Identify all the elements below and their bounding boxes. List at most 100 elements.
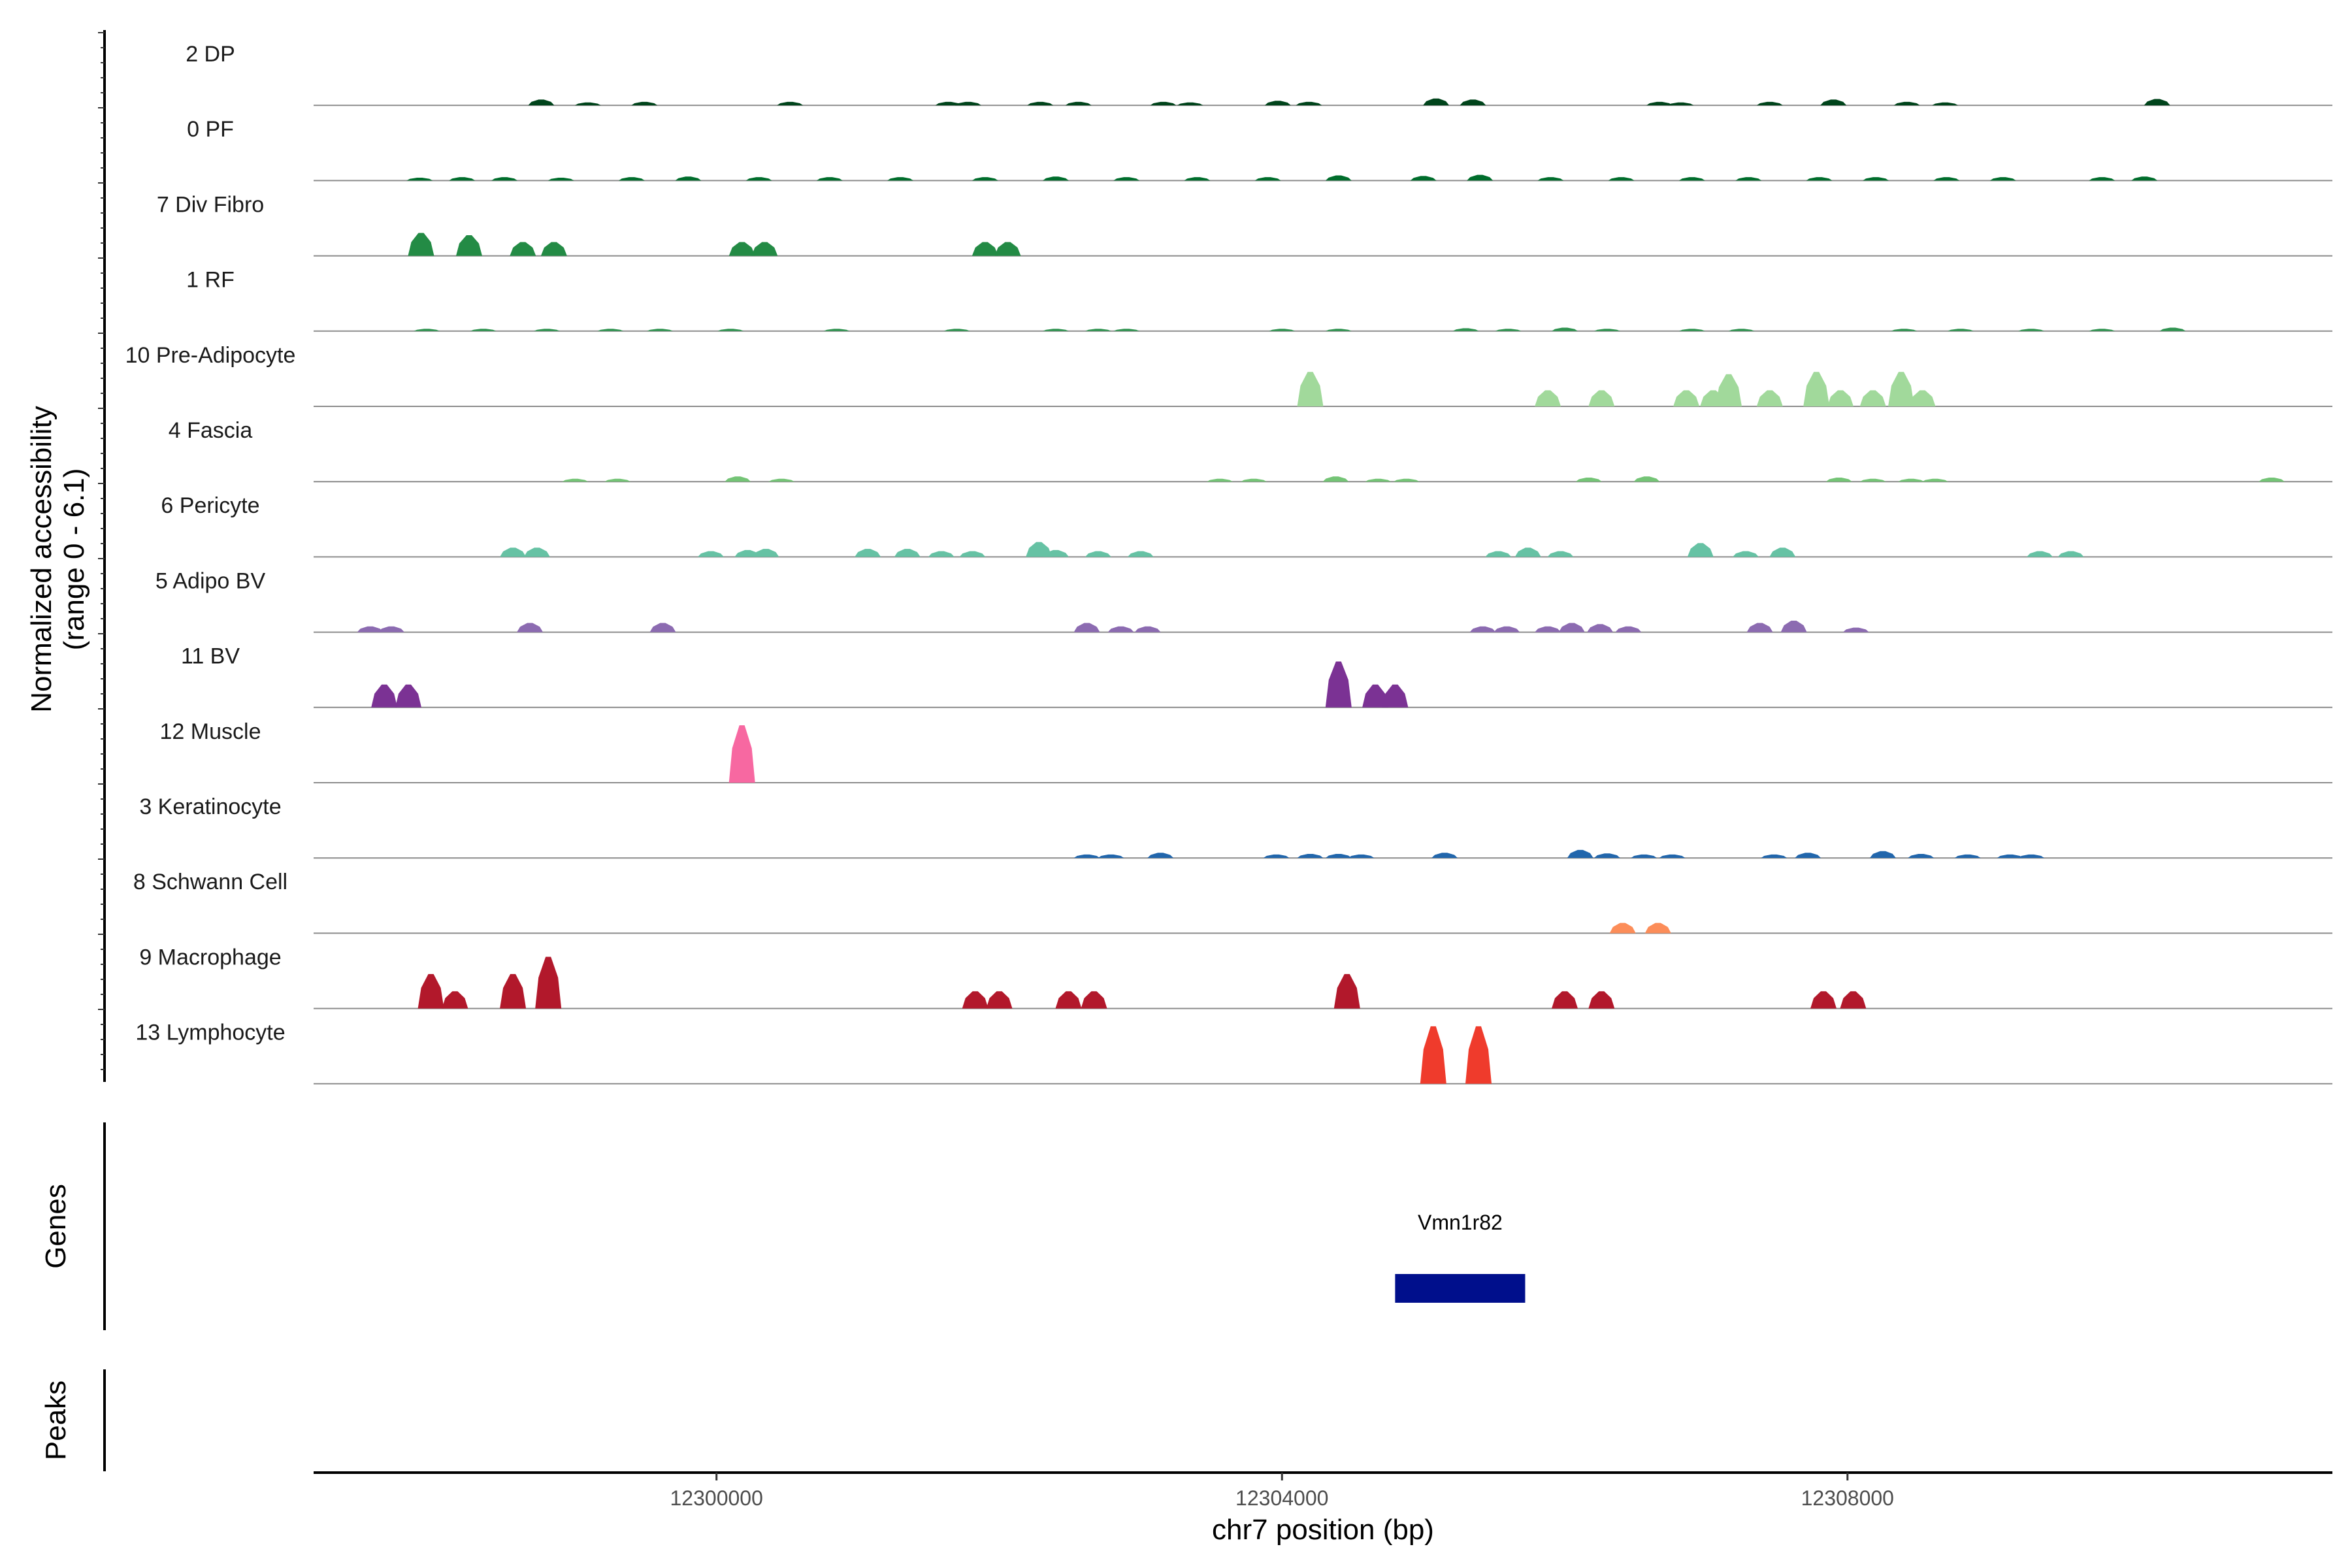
track-6-pericyte: 6 Pericyte (161, 493, 2332, 558)
track-7-div-fibro: 7 Div Fibro (157, 192, 2332, 257)
accessibility-peak (1027, 101, 1054, 106)
accessibility-peak (1467, 174, 1494, 181)
accessibility-peak (1297, 372, 1324, 406)
accessibility-peak (1673, 390, 1700, 406)
accessibility-peak (1420, 1026, 1446, 1084)
track-label: 9 Macrophage (139, 945, 281, 970)
accessibility-peak (547, 178, 574, 181)
accessibility-peak (1269, 329, 1296, 331)
accessibility-peak (972, 242, 998, 256)
accessibility-peak (647, 329, 674, 331)
accessibility-peak (562, 478, 589, 482)
accessibility-peak (728, 242, 755, 256)
accessibility-peak (1898, 478, 1925, 482)
accessibility-peak (1575, 478, 1602, 482)
accessibility-peak (1609, 923, 1636, 934)
accessibility-peak (618, 177, 645, 181)
accessibility-peak (1646, 101, 1673, 106)
accessibility-peak (1933, 177, 1960, 181)
accessibility-peak (597, 329, 624, 331)
accessibility-peak (1134, 626, 1161, 632)
accessibility-peak (955, 101, 981, 106)
accessibility-peak (1494, 626, 1520, 632)
accessibility-peak (406, 178, 433, 181)
accessibility-peak (994, 242, 1021, 256)
accessibility-peak (1547, 551, 1574, 557)
accessibility-peak (1687, 543, 1714, 557)
accessibility-peak (1325, 329, 1352, 331)
accessibility-peak (1393, 478, 1420, 482)
accessibility-peak (943, 329, 970, 331)
accessibility-peak (1631, 854, 1658, 858)
accessibility-peak (777, 101, 804, 106)
track-13-lymphocyte: 13 Lymphocyte (135, 1021, 2332, 1085)
accessibility-peak (1756, 390, 1783, 406)
accessibility-peak (823, 329, 850, 331)
track-10-pre-adipocyte: 10 Pre-Adipocyte (125, 343, 2332, 407)
accessibility-peak (1043, 329, 1069, 331)
accessibility-peak (1325, 854, 1352, 858)
coverage-tracks: 2 DP 0 PF 7 Div Fibro 1 RF 10 Pre-Adipocyte 4… (125, 42, 2332, 1085)
accessibility-peak (417, 973, 444, 1009)
accessibility-peak (371, 684, 398, 708)
accessibility-peak (1085, 329, 1111, 331)
track-label: 5 Adipo BV (155, 568, 266, 593)
accessibility-peak (1362, 684, 1389, 708)
track-2-dp: 2 DP (186, 42, 2332, 106)
accessibility-peak (1073, 623, 1100, 632)
accessibility-peak (1552, 327, 1578, 331)
accessibility-peak (698, 551, 724, 557)
accessibility-peak (1947, 329, 1974, 331)
accessibility-peak (816, 177, 843, 181)
accessibility-peak (962, 991, 988, 1009)
accessibility-peak (1678, 329, 1705, 331)
accessibility-peak (378, 626, 404, 632)
track-label: 2 DP (186, 42, 235, 67)
accessibility-peak (887, 177, 913, 181)
accessibility-peak (1842, 627, 1869, 632)
accessibility-peak (1588, 390, 1615, 406)
accessibility-peak (1716, 374, 1742, 406)
accessibility-peak (1365, 478, 1392, 482)
accessibility-peak (1780, 621, 1807, 632)
track-label: 7 Div Fibro (157, 192, 264, 217)
accessibility-peak (972, 177, 998, 181)
accessibility-peak (523, 547, 550, 557)
accessibility-peak (1795, 853, 1821, 858)
accessibility-peak (395, 684, 421, 708)
accessibility-peak (1769, 547, 1796, 557)
accessibility-peak (1296, 101, 1322, 106)
accessibility-peak (1997, 854, 2023, 858)
accessibility-peak (1810, 991, 1837, 1009)
x-tick-label: 12300000 (670, 1486, 763, 1510)
accessibility-peak (1254, 177, 1281, 181)
accessibility-peak (1297, 854, 1324, 858)
accessibility-peak (491, 177, 518, 181)
gene-annotations: Vmn1r82 (1395, 1211, 1526, 1303)
accessibility-peak (1150, 101, 1177, 106)
accessibility-peak (1113, 177, 1140, 181)
accessibility-peak (1410, 176, 1437, 181)
accessibility-peak (1761, 854, 1788, 858)
accessibility-peak (1608, 177, 1635, 181)
track-label: 4 Fascia (169, 418, 253, 443)
accessibility-peak (1537, 177, 1564, 181)
accessibility-peak (1485, 551, 1512, 557)
accessibility-peak (1333, 973, 1360, 1009)
accessibility-peak (959, 551, 986, 557)
track-label: 3 Keratinocyte (139, 794, 281, 819)
accessibility-peak (1325, 175, 1352, 181)
accessibility-peak (500, 973, 527, 1009)
accessibility-peak (1241, 478, 1267, 482)
accessibility-peak (534, 329, 560, 331)
accessibility-peak (1989, 177, 2016, 181)
track-4-fascia: 4 Fascia (169, 418, 2332, 483)
accessibility-peak (1107, 626, 1134, 632)
accessibility-peak (1085, 551, 1111, 557)
accessibility-peak (855, 549, 881, 557)
accessibility-peak (728, 725, 755, 783)
track-12-muscle: 12 Muscle (160, 719, 2332, 783)
accessibility-peak (517, 623, 544, 632)
track-3-keratinocyte: 3 Keratinocyte (139, 794, 2332, 859)
accessibility-peak (357, 626, 384, 632)
